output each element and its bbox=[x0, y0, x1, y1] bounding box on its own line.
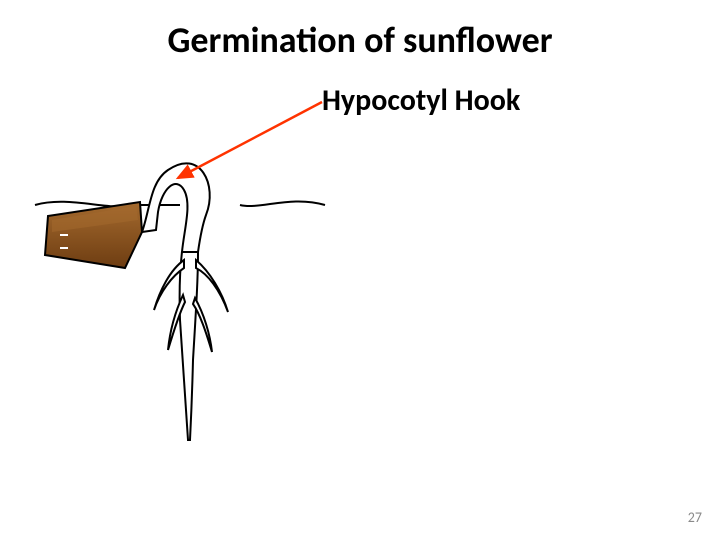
root-lateral-2 bbox=[196, 260, 228, 312]
root-system bbox=[154, 252, 228, 440]
hypocotyl-hook-label: Hypocotyl Hook bbox=[322, 82, 520, 119]
root-main bbox=[180, 252, 198, 440]
hypocotyl-hook bbox=[142, 163, 210, 252]
page-number: 27 bbox=[688, 509, 702, 526]
germination-diagram bbox=[30, 160, 330, 480]
slide-title: Germination of sunflower bbox=[0, 18, 720, 62]
seed-coat bbox=[45, 202, 142, 268]
soil-line bbox=[35, 201, 325, 206]
